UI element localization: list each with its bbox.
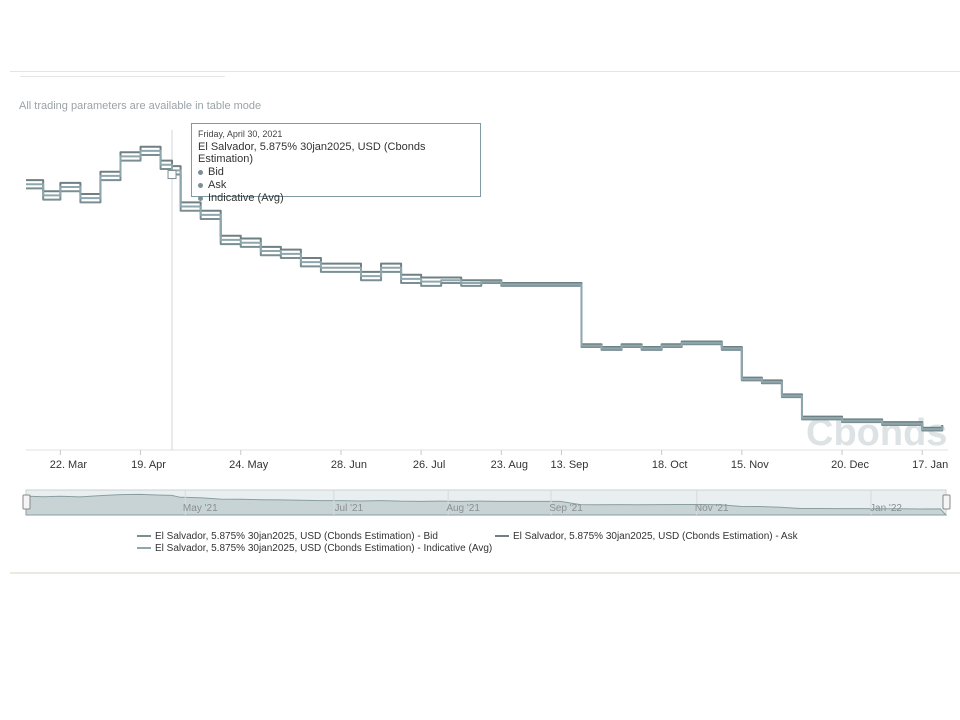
navigator-tick-label: Jan '22 [870, 503, 902, 514]
tooltip-label: Ask [208, 179, 227, 191]
legend-label: El Salvador, 5.875% 30jan2025, USD (Cbon… [513, 531, 798, 542]
tooltip-label: Bid [208, 166, 224, 178]
chart-tooltip: Friday, April 30, 2021 El Salvador, 5.87… [191, 123, 481, 204]
navigator-tick-label: Aug '21 [446, 503, 480, 514]
tooltip-date: Friday, April 30, 2021 [198, 129, 283, 139]
legend-swatch [137, 547, 151, 550]
x-tick-label: 15. Nov [731, 459, 769, 471]
series-line-2 [26, 149, 944, 431]
navigator-tick-label: Nov '21 [695, 503, 729, 514]
chart-panel [10, 71, 960, 574]
x-tick-label: 17. Jan [912, 459, 948, 471]
x-tick-label: 24. May [229, 459, 269, 471]
legend-item-indicative[interactable]: El Salvador, 5.875% 30jan2025, USD (Cbon… [137, 543, 492, 554]
navigator-series [25, 493, 948, 516]
navigator-tick-label: May '21 [183, 503, 218, 514]
bullet-icon [198, 195, 203, 201]
bullet-icon [198, 182, 203, 188]
x-tick-label: 20. Dec [831, 459, 869, 471]
legend-swatch [137, 535, 151, 538]
navigator-handle-right[interactable] [942, 494, 951, 510]
tooltip-row-avg: Indicative (Avg) [198, 192, 474, 205]
x-tick-label: 22. Mar [50, 459, 88, 471]
legend-item-bid[interactable]: El Salvador, 5.875% 30jan2025, USD (Cbon… [137, 531, 438, 542]
navigator-tick-label: Sep '21 [549, 503, 583, 514]
search-field[interactable] [20, 72, 225, 77]
bullet-icon [198, 169, 203, 175]
navigator-handle-left[interactable] [22, 494, 31, 510]
series-line-0 [26, 154, 944, 432]
tooltip-title: El Salvador, 5.875% 30jan2025, USD (Cbon… [198, 141, 426, 165]
hover-point-marker [167, 170, 177, 180]
x-tick-label: 13. Sep [550, 459, 588, 471]
table-mode-notice: All trading parameters are available in … [19, 100, 262, 112]
x-tick-label: 23. Aug [491, 459, 528, 471]
legend-label: El Salvador, 5.875% 30jan2025, USD (Cbon… [155, 531, 438, 542]
series-line-1 [26, 145, 944, 429]
legend-swatch [495, 535, 509, 538]
legend-label: El Salvador, 5.875% 30jan2025, USD (Cbon… [155, 543, 493, 554]
x-tick-label: 18. Oct [652, 459, 687, 471]
x-tick-label: 28. Jun [331, 459, 367, 471]
tooltip-row-bid: Bid [198, 166, 474, 179]
legend-item-ask[interactable]: El Salvador, 5.875% 30jan2025, USD (Cbon… [495, 531, 798, 542]
navigator-tick-label: Jul '21 [335, 503, 364, 514]
tooltip-row-ask: Ask [198, 179, 474, 192]
tooltip-label: Indicative (Avg) [208, 192, 284, 204]
x-tick-label: 19. Apr [131, 459, 166, 471]
x-tick-label: 26. Jul [413, 459, 445, 471]
